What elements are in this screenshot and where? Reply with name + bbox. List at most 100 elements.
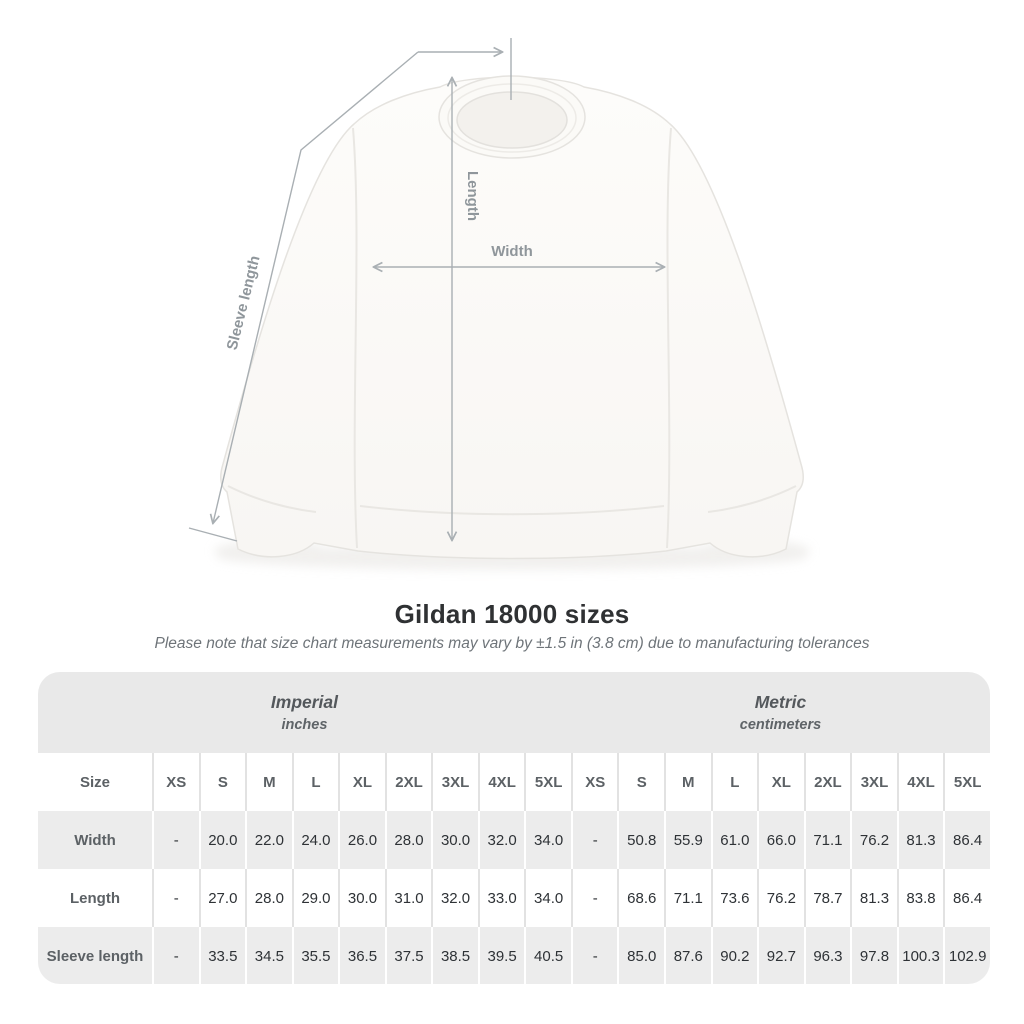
size-header-imperial-3xl: 3XL [431, 753, 478, 811]
measurement-cell: 30.0 [338, 869, 385, 927]
sweatshirt-illustration [219, 75, 805, 560]
measurement-cell: 32.0 [477, 811, 525, 869]
measurement-cell: 100.3 [896, 927, 944, 984]
measurement-cell: 86.4 [943, 811, 990, 869]
measurement-cell: 55.9 [664, 811, 711, 869]
collar [438, 75, 586, 159]
garment-seams [227, 127, 797, 549]
measurement-cell: 34.0 [524, 811, 571, 869]
measurement-cell: 78.7 [803, 869, 851, 927]
measurement-cell: 22.0 [245, 811, 292, 869]
measurement-row-label: Width [74, 831, 116, 849]
sweatshirt-silhouette [219, 76, 805, 560]
measurement-cell: 66.0 [757, 811, 804, 869]
measurement-cell: 71.1 [664, 869, 711, 927]
width-label: Width [491, 243, 533, 260]
size-header-imperial-l: L [291, 753, 339, 811]
imperial-label: Imperial [270, 692, 339, 712]
measurement-cell: 68.6 [617, 869, 664, 927]
size-header-metric-3xl: 3XL [850, 753, 897, 811]
measurement-row-label: Length [70, 889, 120, 907]
size-header-imperial-2xl: 2XL [384, 753, 432, 811]
measurement-cell: - [152, 927, 199, 984]
size-column-header: Size [79, 773, 110, 791]
sleeve-length-label: Sleeve length [224, 254, 264, 352]
metric-unit-header: Metric centimeters [570, 672, 990, 753]
imperial-unit-header: Imperial inches [38, 672, 571, 753]
imperial-unit: inches [281, 717, 328, 733]
metric-label: Metric [754, 692, 807, 712]
size-header-metric-xs: XS [570, 753, 618, 811]
size-header-metric-2xl: 2XL [803, 753, 851, 811]
measurement-cell: 20.0 [198, 811, 246, 869]
measurement-cell: 50.8 [617, 811, 664, 869]
unit-header-row: Imperial inches Metric centimeters [38, 672, 990, 753]
measurement-lines [188, 38, 664, 542]
measurement-cell: 31.0 [384, 869, 432, 927]
measurement-cell: 28.0 [384, 811, 432, 869]
measurement-cell: 76.2 [850, 811, 897, 869]
size-header-metric-l: L [710, 753, 758, 811]
table-row: Width -20.0 22.0 24.0 26.0 28.0 30.0 32.0 34.0-5… [38, 811, 990, 869]
metric-unit: centimeters [739, 717, 822, 733]
measurement-cell: 39.5 [477, 927, 525, 984]
length-label: Length [464, 171, 481, 221]
size-header-row: Size XS S M L XL 2XL 3XL 4XL 5XL XS S M L XL 2XL 3XL 4XL… [38, 753, 990, 811]
measurement-cell: 76.2 [757, 869, 804, 927]
measurement-cell: 34.0 [524, 869, 571, 927]
measurement-cell: 28.0 [245, 869, 292, 927]
sleeve-length-end-tick [188, 527, 238, 542]
measurement-cell: 86.4 [943, 869, 990, 927]
measurement-cell: 90.2 [710, 927, 758, 984]
size-header-imperial-s: S [198, 753, 246, 811]
measurement-cell: 102.9 [943, 927, 990, 984]
measurement-cell: 97.8 [850, 927, 897, 984]
size-table: Imperial inches Metric centimeters Size … [38, 672, 990, 984]
size-header-imperial-xl: XL [338, 753, 385, 811]
measurement-cell: 26.0 [338, 811, 385, 869]
measurement-cell: 87.6 [664, 927, 711, 984]
measurement-cell: - [152, 811, 199, 869]
measurement-row-label: Sleeve length [46, 947, 144, 965]
measurement-cell: 27.0 [198, 869, 246, 927]
measurement-cell: 71.1 [803, 811, 851, 869]
measurement-cell: 92.7 [757, 927, 804, 984]
measurement-cell: 37.5 [384, 927, 432, 984]
measurement-cell: 33.5 [198, 927, 246, 984]
measurement-cell: 24.0 [291, 811, 339, 869]
measurement-cell: 30.0 [431, 811, 478, 869]
size-header-imperial-m: M [245, 753, 292, 811]
measurement-cell: 36.5 [338, 927, 385, 984]
size-table-grid: Imperial inches Metric centimeters Size … [38, 672, 990, 984]
measurement-cell: 33.0 [477, 869, 525, 927]
table-row: Length -27.0 28.0 29.0 30.0 31.0 32.0 33.0 34.0-… [38, 869, 990, 927]
measurement-cell: 40.5 [524, 927, 571, 984]
measurement-cell: 85.0 [617, 927, 664, 984]
page-title: Gildan 18000 sizes [394, 599, 630, 629]
size-header-metric-5xl: 5XL [943, 753, 990, 811]
size-header-metric-s: S [617, 753, 664, 811]
measurement-cell: 35.5 [291, 927, 339, 984]
measurement-cell: - [570, 811, 618, 869]
size-header-metric-xl: XL [757, 753, 804, 811]
sweatshirt-measurement-diagram: Width Length Sleeve length [188, 38, 810, 570]
size-header-metric-m: M [664, 753, 711, 811]
tolerance-note: Please note that size chart measurements… [154, 635, 870, 652]
sleeve-length-line [213, 51, 419, 523]
measurement-cell: 29.0 [291, 869, 339, 927]
measurement-cell: 34.5 [245, 927, 292, 984]
measurement-cell: 32.0 [431, 869, 478, 927]
size-header-imperial-5xl: 5XL [524, 753, 571, 811]
size-header-imperial-xs: XS [152, 753, 199, 811]
measurement-cell: 81.3 [850, 869, 897, 927]
measurement-cell: 38.5 [431, 927, 478, 984]
measurement-cell: - [570, 927, 618, 984]
measurement-cell: - [152, 869, 199, 927]
measurement-cell: 61.0 [710, 811, 758, 869]
size-header-imperial-4xl: 4XL [477, 753, 525, 811]
measurement-cell: 81.3 [896, 811, 944, 869]
size-header-metric-4xl: 4XL [896, 753, 944, 811]
measurement-cell: - [570, 869, 618, 927]
table-row: Sleeve length -33.5 34.5 35.5 36.5 37.5 38.5 39… [38, 927, 990, 984]
